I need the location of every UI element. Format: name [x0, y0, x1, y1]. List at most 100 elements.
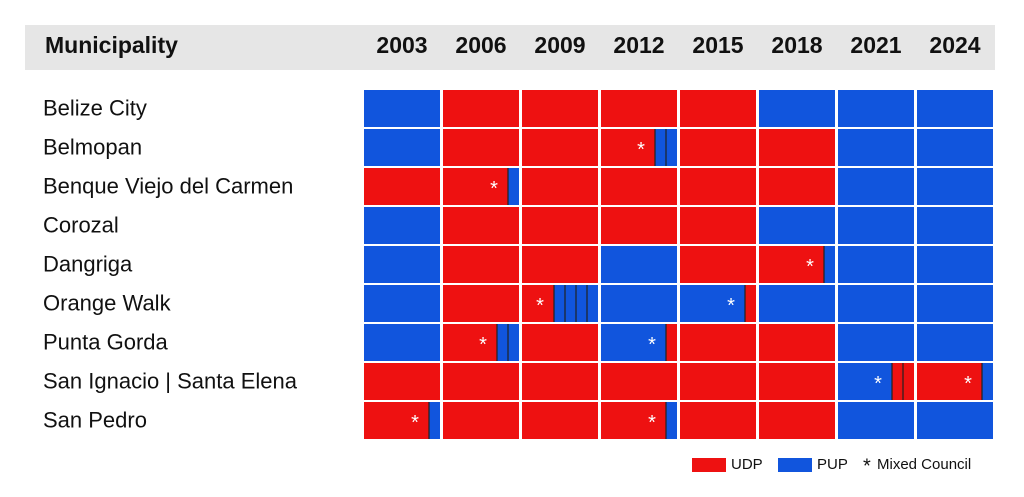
cell: [364, 285, 440, 322]
cell: [680, 207, 756, 244]
cell: [522, 129, 598, 166]
cell: [759, 90, 835, 127]
cell: [364, 129, 440, 166]
cell: [443, 90, 519, 127]
minority-seats: [508, 168, 519, 205]
cell: [364, 90, 440, 127]
cell: [601, 285, 677, 322]
cell: [443, 168, 519, 205]
cell: [917, 207, 993, 244]
cell: [680, 285, 756, 322]
cell: [522, 207, 598, 244]
municipality: Belmopan: [43, 134, 142, 159]
cell: [838, 90, 914, 127]
municipality: Corozal: [43, 212, 119, 237]
cell: [917, 285, 993, 322]
legend-swatch: [778, 458, 812, 472]
cell: [601, 324, 677, 361]
cell: [917, 90, 993, 127]
municipality: Dangriga: [43, 251, 133, 276]
cell: [917, 402, 993, 439]
cell: [759, 324, 835, 361]
cell: [601, 363, 677, 400]
year-header: 2021: [850, 32, 901, 58]
header-title: Municipality: [45, 32, 178, 58]
cell: [838, 324, 914, 361]
cell: [759, 207, 835, 244]
cell: [601, 90, 677, 127]
cell: [522, 363, 598, 400]
minority-seats: [745, 285, 756, 322]
cell: [601, 402, 677, 439]
cell: [838, 285, 914, 322]
cell: [601, 246, 677, 283]
cell: [443, 402, 519, 439]
year-header: 2018: [771, 32, 822, 58]
mixed-mark: *: [964, 373, 972, 395]
year-header: 2015: [692, 32, 743, 58]
municipality: San Ignacio | Santa Elena: [43, 368, 298, 393]
legend-swatch: [692, 458, 726, 472]
cell: [917, 168, 993, 205]
cell: [680, 363, 756, 400]
cell: [759, 168, 835, 205]
year-header: 2006: [455, 32, 506, 58]
cell: [522, 324, 598, 361]
year-header: 2012: [613, 32, 664, 58]
cell: [759, 246, 835, 283]
cell: [522, 168, 598, 205]
cell: [522, 402, 598, 439]
year-header: 2024: [929, 32, 980, 58]
municipality: Punta Gorda: [43, 329, 169, 354]
cell: [443, 285, 519, 322]
mixed-mark: *: [648, 334, 656, 356]
cell: [443, 207, 519, 244]
mixed-mark: *: [490, 178, 498, 200]
cell: [838, 246, 914, 283]
cell: [680, 129, 756, 166]
cell: [680, 90, 756, 127]
mixed-mark: *: [536, 295, 544, 317]
cell: [522, 90, 598, 127]
minority-seats: [666, 402, 677, 439]
cell: [443, 246, 519, 283]
cell: [364, 402, 440, 439]
mixed-mark: *: [806, 256, 814, 278]
cell: [838, 129, 914, 166]
cell: [443, 129, 519, 166]
legend-label: Mixed Council: [877, 456, 971, 473]
minority-seats: [982, 363, 993, 400]
header-band: [25, 25, 995, 70]
mixed-mark: *: [637, 139, 645, 161]
cell: [917, 246, 993, 283]
cell: [364, 324, 440, 361]
cell: [917, 129, 993, 166]
cell: [838, 168, 914, 205]
legend-mixed-symbol: *: [863, 455, 871, 477]
cell: [759, 129, 835, 166]
cell: [759, 402, 835, 439]
cell: [443, 363, 519, 400]
legend-label: PUP: [817, 456, 848, 473]
municipality: Benque Viejo del Carmen: [43, 173, 293, 198]
cell: [917, 363, 993, 400]
cell: [680, 168, 756, 205]
minority-seats: [666, 324, 677, 361]
cell: [364, 168, 440, 205]
cell: [601, 207, 677, 244]
cell: [364, 246, 440, 283]
legend-label: UDP: [731, 456, 763, 473]
year-header: 2009: [534, 32, 585, 58]
mixed-mark: *: [648, 412, 656, 434]
cell: [522, 246, 598, 283]
cell: [838, 402, 914, 439]
year-header: 2003: [376, 32, 427, 58]
minority-seats: [824, 246, 835, 283]
cell: [364, 207, 440, 244]
cell: [759, 363, 835, 400]
mixed-mark: *: [874, 373, 882, 395]
mixed-mark: *: [727, 295, 735, 317]
cell: [759, 285, 835, 322]
mixed-mark: *: [411, 412, 419, 434]
